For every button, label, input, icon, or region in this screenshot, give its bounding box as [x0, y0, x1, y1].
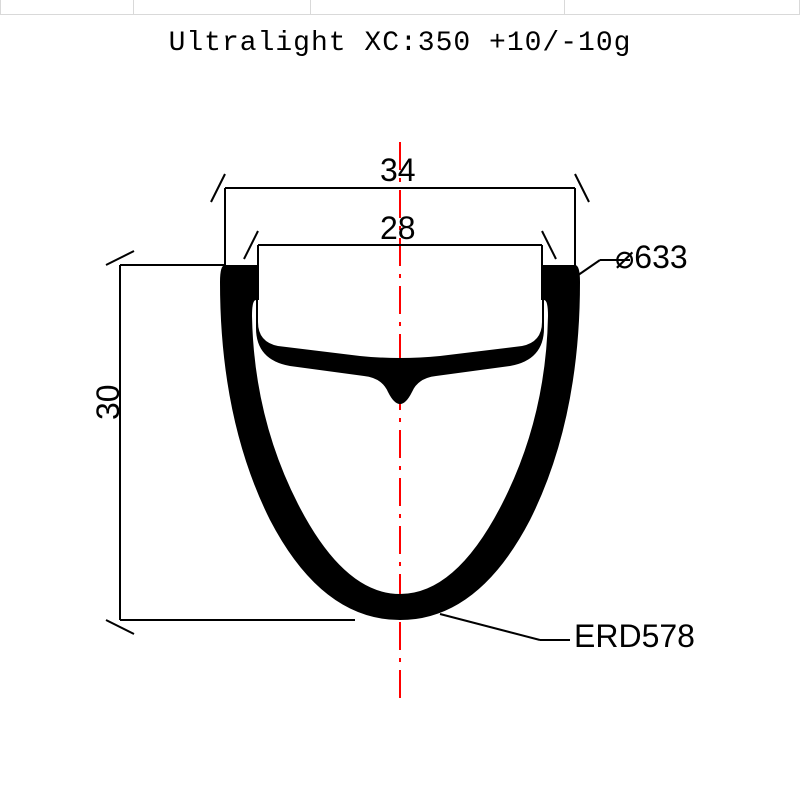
label-inner-width: 28	[380, 210, 416, 247]
label-diameter: ⌀633	[615, 238, 688, 276]
label-outer-width: 34	[380, 152, 416, 189]
diagram-canvas: Ultralight XC:350 +10/-10g	[0, 0, 800, 800]
dim-erd	[440, 614, 570, 640]
label-erd: ERD578	[574, 618, 695, 655]
label-height: 30	[90, 384, 127, 420]
